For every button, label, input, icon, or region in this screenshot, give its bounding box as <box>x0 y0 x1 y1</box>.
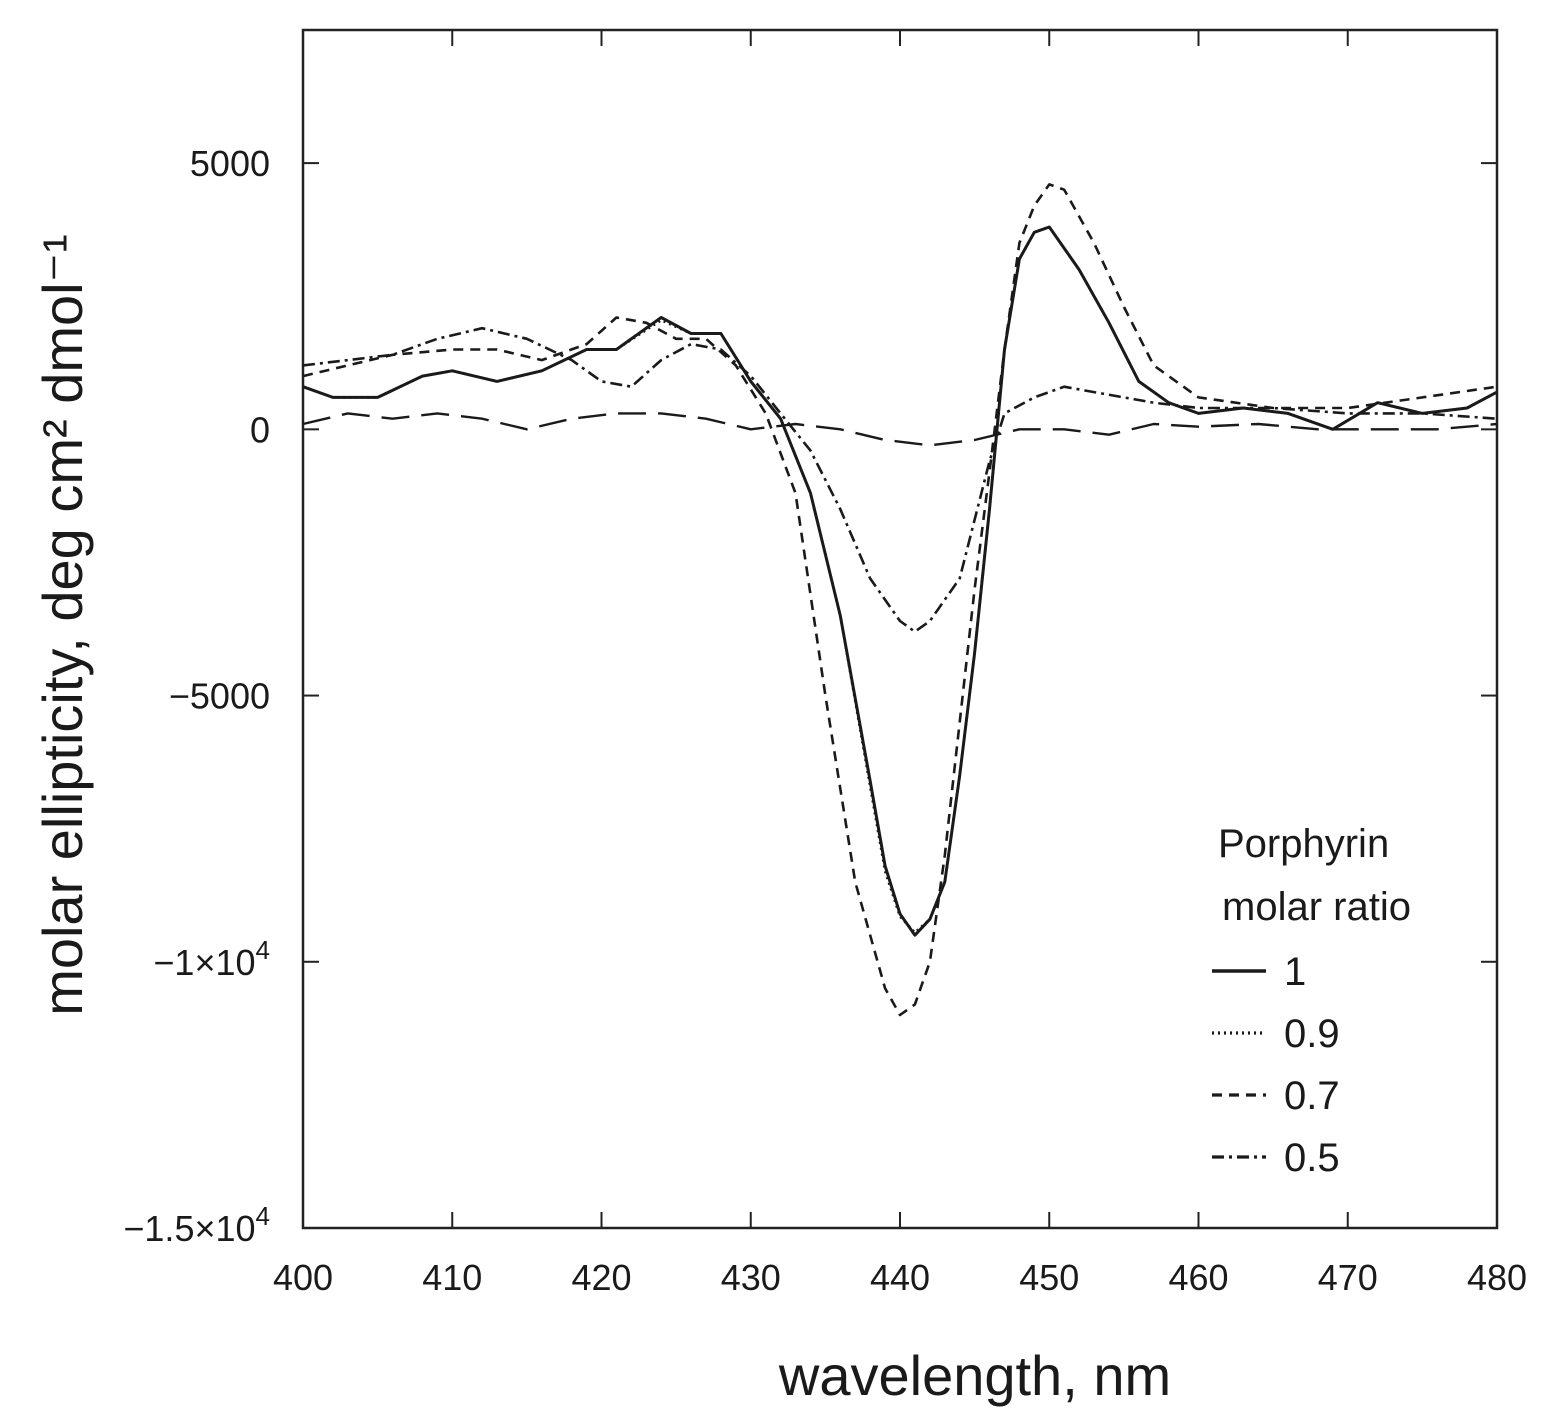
x-axis-title: wavelength, nm <box>778 1344 1171 1407</box>
series-line-0-5 <box>302 326 1498 634</box>
series-line-0-7 <box>302 183 1498 1017</box>
legend: Porphyrin molar ratio 1 0.9 0.7 0.5 <box>1212 822 1411 1180</box>
y-tick-label: 0 <box>250 409 270 450</box>
legend-label: 0.5 <box>1284 1136 1340 1180</box>
x-tick-label: 420 <box>571 1257 631 1298</box>
labels-layer: 400 410 420 430 440 450 460 470 480 5000 0 −5000 −1×… <box>123 143 1527 1298</box>
legend-entries: 1 0.9 0.7 0.5 <box>1212 950 1340 1180</box>
series-line-baseline <box>302 412 1498 447</box>
axes-layer <box>301 28 1499 1230</box>
x-tick-label: 430 <box>721 1257 781 1298</box>
y-tick-label: 5000 <box>190 143 270 184</box>
x-tick-label: 460 <box>1168 1257 1228 1298</box>
x-tick-label: 480 <box>1467 1257 1527 1298</box>
legend-title-line1: Porphyrin <box>1218 822 1389 866</box>
series-layer <box>302 183 1498 1017</box>
x-tick-label: 400 <box>273 1257 333 1298</box>
legend-label: 1 <box>1284 950 1306 994</box>
x-tick-label: 410 <box>422 1257 482 1298</box>
y-axis-title: molar ellipticity, deg cm² dmol⁻¹ <box>31 234 94 1016</box>
legend-title-line2: molar ratio <box>1222 885 1411 929</box>
x-tick-label: 440 <box>870 1257 930 1298</box>
x-tick-label: 470 <box>1318 1257 1378 1298</box>
legend-label: 0.9 <box>1284 1012 1340 1056</box>
y-tick-label: −5000 <box>169 676 270 717</box>
y-tick-label: −1.5×104 <box>123 1201 270 1249</box>
series-line-1 <box>302 225 1498 937</box>
x-tick-label: 450 <box>1019 1257 1079 1298</box>
legend-label: 0.7 <box>1284 1074 1340 1118</box>
y-tick-label: −1×104 <box>153 935 270 983</box>
